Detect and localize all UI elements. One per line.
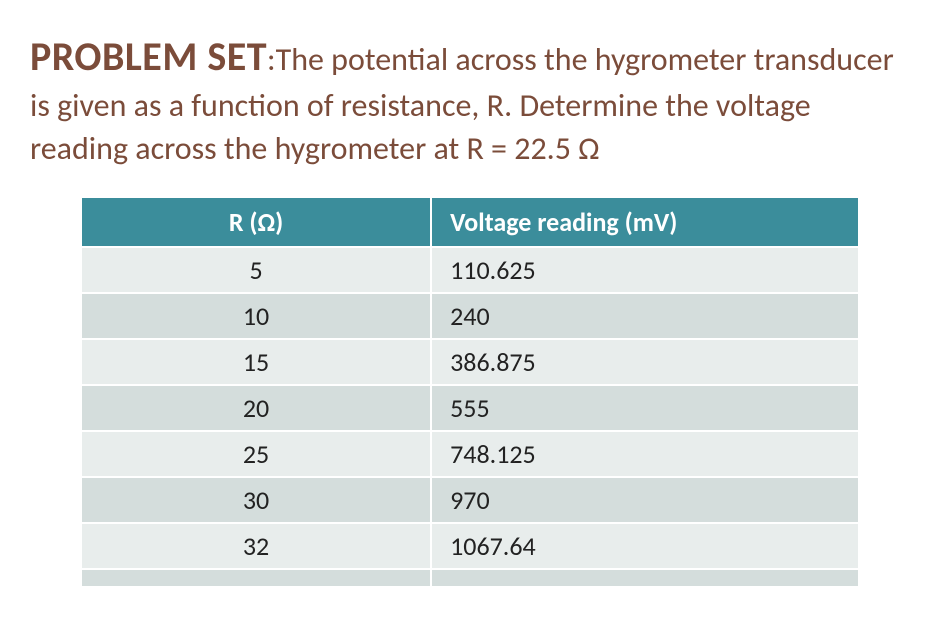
cell-voltage: 110.625 [431,247,859,293]
col-header-resistance: R (Ω) [81,197,431,247]
cell-resistance: 10 [81,293,431,339]
cell-resistance: 15 [81,339,431,385]
cell-voltage: 240 [431,293,859,339]
heading-lead: PROBLEM SET [30,32,267,81]
cell-blank [81,569,431,587]
cell-voltage: 970 [431,477,859,523]
table-row: 15 386.875 [81,339,859,385]
table-row: 10 240 [81,293,859,339]
table-row: 30 970 [81,477,859,523]
cell-voltage: 1067.64 [431,523,859,569]
problem-heading: PROBLEM SET:The potential across the hyg… [30,30,902,170]
data-table: R (Ω) Voltage reading (mV) 5 110.625 10 … [80,196,860,588]
table-row: 5 110.625 [81,247,859,293]
table-row: 20 555 [81,385,859,431]
cell-voltage: 386.875 [431,339,859,385]
table-row: 25 748.125 [81,431,859,477]
table-row-blank [81,569,859,587]
cell-resistance: 25 [81,431,431,477]
cell-resistance: 32 [81,523,431,569]
cell-resistance: 20 [81,385,431,431]
cell-voltage: 748.125 [431,431,859,477]
cell-resistance: 5 [81,247,431,293]
table-row: 32 1067.64 [81,523,859,569]
table-header-row: R (Ω) Voltage reading (mV) [81,197,859,247]
cell-resistance: 30 [81,477,431,523]
cell-blank [431,569,859,587]
col-header-voltage: Voltage reading (mV) [431,197,859,247]
cell-voltage: 555 [431,385,859,431]
